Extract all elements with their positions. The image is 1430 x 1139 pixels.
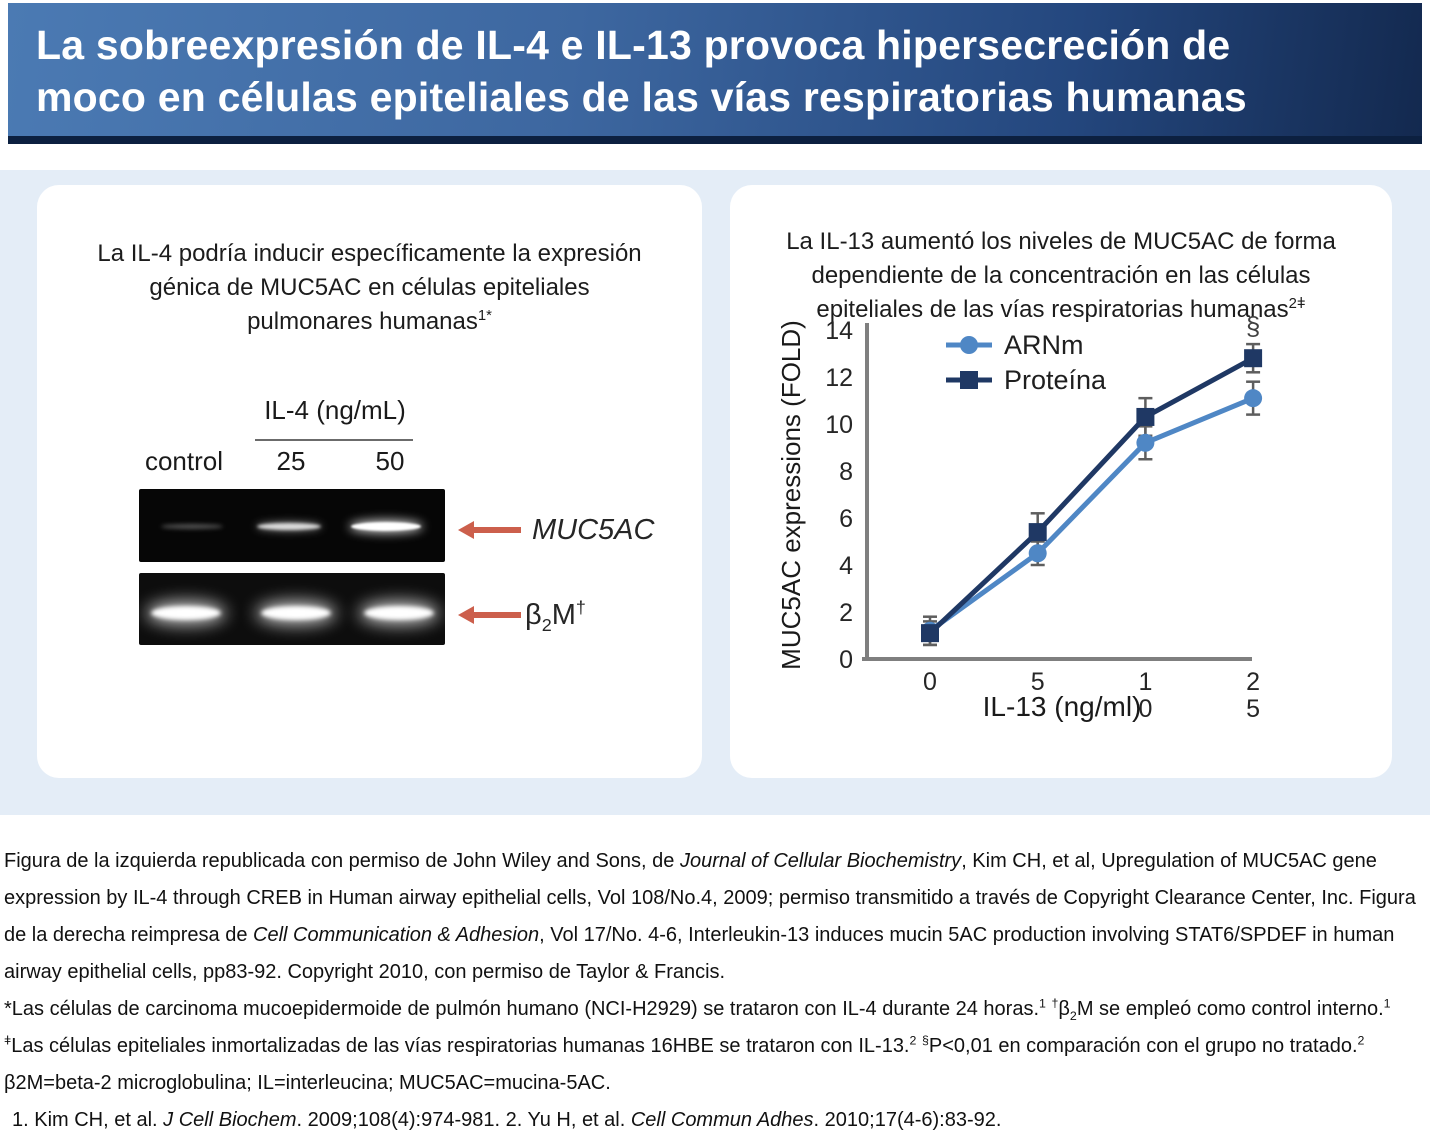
- lane-label-25: 25: [276, 446, 306, 476]
- svg-text:0: 0: [839, 646, 853, 674]
- arrow-shaft: [472, 527, 521, 533]
- svg-text:10: 10: [825, 411, 853, 439]
- gel-strip-muc5ac: [139, 489, 445, 562]
- svg-text:§: §: [1246, 315, 1260, 341]
- left-panel-title: La IL-4 podría inducir específicamente l…: [97, 240, 642, 335]
- header-banner: La sobreexpresión de IL-4 e IL-13 provoc…: [8, 3, 1422, 144]
- gel-group-label: IL-4 (ng/mL): [264, 395, 406, 425]
- svg-text:0: 0: [1138, 695, 1152, 723]
- gel-band: [257, 523, 321, 530]
- footer-methods: *Las células de carcinoma mucoepidermoid…: [4, 996, 1391, 1057]
- gel-band: [161, 524, 223, 529]
- arrow-head: [458, 606, 474, 624]
- gel-band: [364, 606, 434, 620]
- svg-text:8: 8: [839, 458, 853, 486]
- right-panel-title: La IL-13 aumentó los niveles de MUC5AC d…: [786, 228, 1336, 323]
- svg-text:MUC5AC expressions (FOLD): MUC5AC expressions (FOLD): [776, 320, 806, 670]
- right-panel-card: La IL-13 aumentó los niveles de MUC5AC d…: [730, 185, 1392, 778]
- gel-band: [351, 522, 421, 531]
- lane-label-control: control: [144, 446, 224, 476]
- svg-text:2: 2: [839, 599, 853, 627]
- arrow-head: [458, 521, 474, 539]
- svg-text:4: 4: [839, 552, 853, 580]
- slide-title: La sobreexpresión de IL-4 e IL-13 provoc…: [36, 22, 1247, 120]
- footer-notes: Figura de la izquierda republicada con p…: [4, 843, 1426, 1139]
- left-panel-card: La IL-4 podría inducir específicamente l…: [37, 185, 702, 778]
- gel-group-underline: [255, 439, 413, 441]
- svg-text:5: 5: [1031, 668, 1045, 696]
- svg-text:IL-13 (ng/ml): IL-13 (ng/ml): [983, 691, 1142, 722]
- footer-references: 1. Kim CH, et al. J Cell Biochem. 2009;1…: [12, 1109, 1002, 1131]
- svg-text:12: 12: [825, 364, 853, 392]
- lane-label-50: 50: [375, 446, 405, 476]
- svg-text:ARNm: ARNm: [1004, 330, 1084, 360]
- svg-text:2: 2: [1246, 668, 1260, 696]
- slide: La sobreexpresión de IL-4 e IL-13 provoc…: [0, 3, 1430, 1131]
- left-arrow-icon: [458, 521, 521, 539]
- gel-strip-b2m: [139, 573, 445, 645]
- svg-text:5: 5: [1246, 695, 1260, 723]
- svg-text:Proteína: Proteína: [1004, 365, 1107, 395]
- svg-text:0: 0: [923, 668, 937, 696]
- svg-text:14: 14: [825, 317, 853, 345]
- svg-text:6: 6: [839, 505, 853, 533]
- footer-permissions: Figura de la izquierda republicada con p…: [4, 850, 1416, 983]
- svg-text:1: 1: [1138, 668, 1152, 696]
- arrow-shaft: [472, 612, 521, 618]
- gel-band: [151, 606, 221, 620]
- gel-row-label-b2m: β2M†: [525, 597, 586, 635]
- footer-abbreviations: β2M=beta-2 microglobulina; IL=interleuci…: [4, 1072, 611, 1094]
- left-arrow-icon: [458, 606, 521, 624]
- gel-band: [261, 606, 331, 620]
- gel-row-label-muc5ac: MUC5AC: [532, 514, 655, 546]
